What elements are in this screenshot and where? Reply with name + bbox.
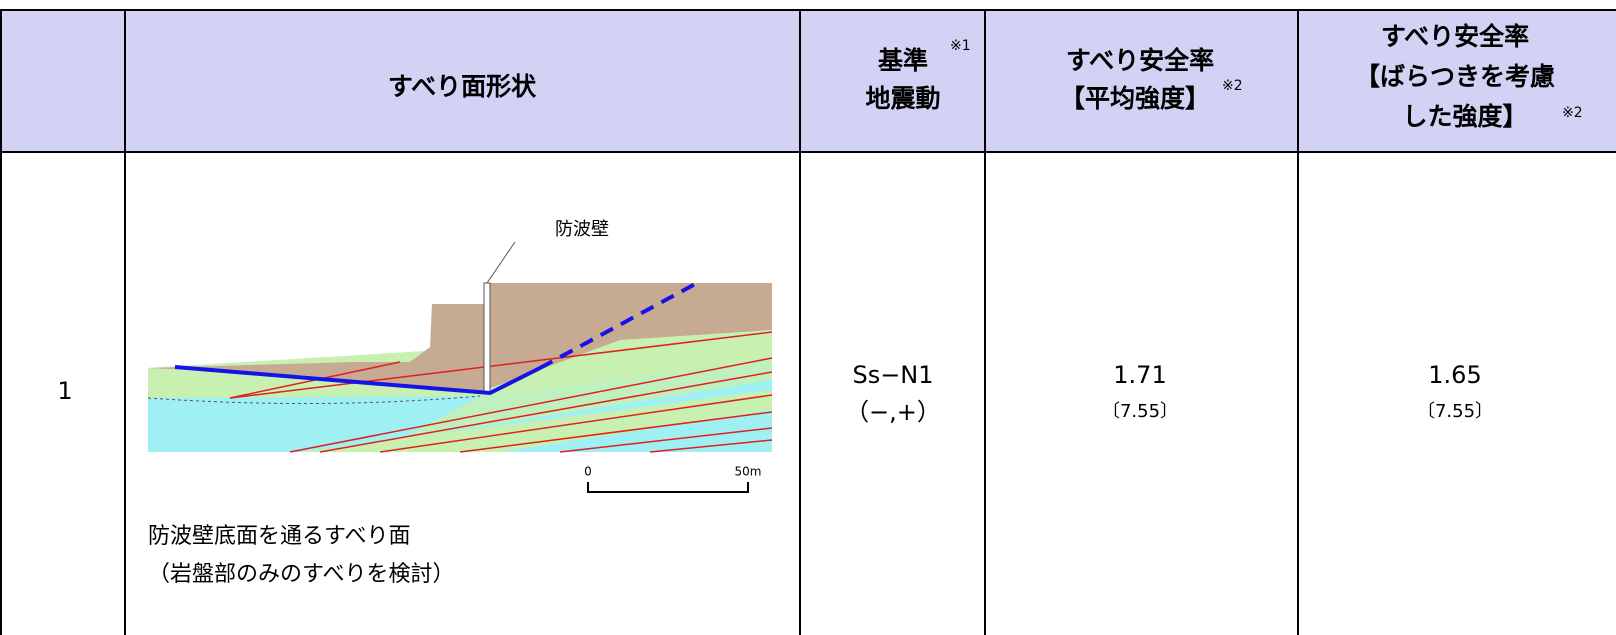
scale-label: 50m [735,465,762,479]
header-line: すべり安全率 [1381,22,1529,51]
note: ※2 [1222,78,1243,94]
header-line: 【ばらつきを考慮 [1355,62,1555,91]
row-number: 1 [57,377,72,405]
cross-section [147,241,773,493]
motion: Ss−N1 [852,361,933,389]
header-line: 基準 [878,46,928,75]
safety-factor: 1.65 [1428,361,1481,389]
grid [0,9,1616,635]
header-bg [0,10,1616,152]
scale-label: 0 [584,465,592,479]
motion-sign: （−,+） [845,398,941,426]
caption: 防波壁底面を通るすべり面 [148,524,410,549]
time: 〔7.55〕 [1417,401,1493,422]
note: ※1 [950,38,971,54]
header-line: すべり安全率 [1066,46,1214,75]
header-line: した強度】 [1402,102,1527,131]
note: ※2 [1562,105,1583,121]
header-cell: すべり面形状 [388,72,537,101]
header-line: 【平均強度】 [1060,84,1210,113]
header-line: 地震動 [865,84,940,113]
time: 〔7.55〕 [1102,401,1178,422]
caption: （岩盤部のみのすべりを検討） [148,562,454,587]
figure-label: 防波壁 [555,219,609,240]
safety-factor: 1.71 [1113,361,1166,389]
